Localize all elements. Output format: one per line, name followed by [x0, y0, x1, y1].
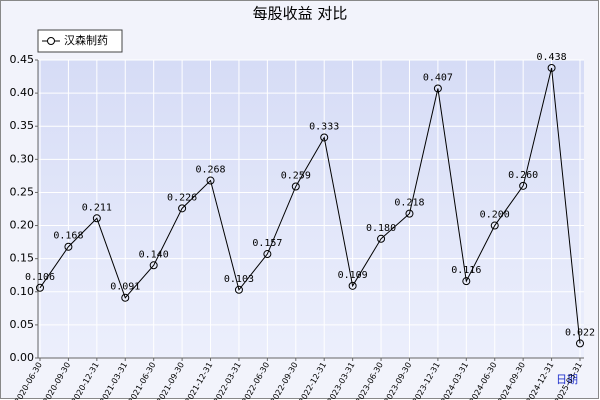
data-label: 0.091: [110, 282, 140, 293]
data-label: 0.259: [281, 170, 311, 181]
y-tick-label: 0.05: [10, 318, 35, 331]
data-point: [178, 204, 187, 213]
y-tick-label: 0.40: [10, 86, 35, 99]
y-tick-label: 0.25: [10, 185, 35, 198]
data-point: [348, 281, 357, 290]
data-label: 0.140: [139, 249, 169, 260]
data-label: 0.260: [508, 170, 538, 181]
data-label: 0.116: [451, 265, 481, 276]
data-label: 0.022: [565, 327, 595, 338]
y-tick-label: 0.45: [10, 53, 35, 66]
data-label: 0.211: [82, 202, 112, 213]
data-point: [377, 234, 386, 243]
chart-title: 每股收益 对比: [253, 5, 348, 23]
data-label: 0.106: [25, 272, 55, 283]
data-point: [320, 133, 329, 142]
y-tick-label: 0.20: [10, 219, 35, 232]
y-tick-label: 0.10: [10, 285, 35, 298]
data-label: 0.218: [394, 198, 424, 209]
data-label: 0.109: [338, 270, 368, 281]
data-point: [36, 283, 44, 292]
y-tick-label: 0.30: [10, 152, 35, 165]
data-point: [291, 182, 300, 191]
data-point: [149, 261, 158, 270]
legend-box: [37, 29, 123, 53]
y-tick-label: 0.35: [10, 119, 35, 132]
plot-area: [38, 60, 584, 358]
data-label: 0.268: [195, 165, 225, 176]
data-point: [92, 214, 101, 223]
data-label: 0.438: [537, 52, 567, 63]
legend-marker: [47, 37, 55, 45]
data-point: [405, 209, 414, 218]
data-point: [433, 84, 442, 93]
data-point: [519, 181, 528, 190]
y-tick-label: 0.15: [10, 252, 35, 265]
data-label: 0.333: [309, 121, 339, 132]
data-point: [462, 277, 471, 286]
data-point: [547, 63, 556, 72]
x-axis-title: 日期: [556, 373, 578, 386]
data-label: 0.226: [167, 192, 197, 203]
series-line: [39, 67, 581, 344]
data-label: 0.200: [480, 210, 510, 221]
data-point: [64, 242, 73, 251]
data-point: [263, 250, 272, 259]
data-point: [576, 339, 584, 348]
y-tick-label: 0.00: [10, 351, 35, 364]
data-label: 0.180: [366, 223, 396, 234]
legend-label: 汉森制药: [64, 33, 108, 47]
data-point: [206, 176, 215, 185]
data-label: 0.407: [423, 72, 453, 83]
data-label: 0.157: [252, 238, 282, 249]
data-point: [121, 293, 130, 302]
data-point: [234, 285, 243, 294]
data-label: 0.103: [224, 274, 254, 285]
data-label: 0.168: [53, 231, 83, 242]
data-point: [490, 221, 499, 230]
